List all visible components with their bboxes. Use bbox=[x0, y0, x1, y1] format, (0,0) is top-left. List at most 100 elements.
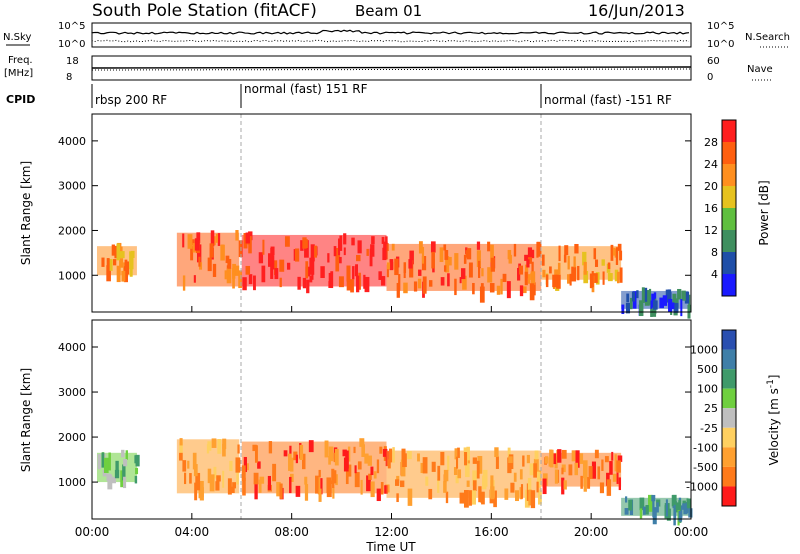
echo-pixel bbox=[122, 464, 126, 481]
echo-pixel bbox=[118, 246, 123, 253]
echo-pixel bbox=[289, 476, 292, 494]
echo-pixel bbox=[624, 508, 629, 515]
echo-pixel bbox=[429, 280, 433, 287]
echo-pixel bbox=[510, 482, 515, 493]
echo-pixel bbox=[568, 464, 573, 476]
echo-pixel bbox=[476, 250, 481, 268]
echo-pixel bbox=[360, 479, 363, 495]
echo-pixel bbox=[472, 470, 477, 486]
echo-pixel bbox=[209, 474, 215, 492]
echo-pixel bbox=[644, 290, 650, 306]
power-colorbar-tick-label: 8 bbox=[711, 246, 718, 259]
echo-pixel bbox=[425, 476, 429, 486]
x-axis-label: Time UT bbox=[365, 540, 416, 554]
echo-pixel bbox=[106, 473, 111, 482]
power-colorbar-swatch bbox=[722, 208, 736, 230]
echo-pixel bbox=[108, 452, 111, 471]
echo-pixel bbox=[506, 281, 511, 299]
echo-pixel bbox=[471, 490, 476, 505]
echo-pixel bbox=[476, 241, 481, 250]
echo-pixel bbox=[370, 481, 375, 498]
echo-pixel bbox=[533, 463, 537, 478]
echo-pixel bbox=[500, 278, 503, 295]
echo-pixel bbox=[248, 236, 252, 254]
echo-pixel bbox=[407, 451, 412, 460]
echo-pixel bbox=[527, 477, 532, 490]
echo-pixel bbox=[552, 274, 558, 288]
echo-pixel bbox=[656, 502, 659, 513]
echo-pixel bbox=[616, 271, 620, 284]
echo-pixel bbox=[101, 257, 105, 267]
echo-pixel bbox=[463, 254, 467, 264]
echo-pixel bbox=[332, 487, 335, 499]
echo-pixel bbox=[338, 276, 344, 288]
echo-pixel bbox=[537, 489, 542, 505]
echo-pixel bbox=[531, 261, 534, 274]
echo-pixel bbox=[564, 245, 569, 256]
echo-pixel bbox=[309, 275, 313, 283]
echo-pixel bbox=[403, 264, 406, 279]
velocity-colorbar-tick-label: -1000 bbox=[686, 480, 718, 493]
echo-pixel bbox=[284, 236, 290, 247]
nsky-label: N.Sky bbox=[3, 32, 31, 43]
echo-pixel bbox=[236, 471, 239, 485]
echo-pixel bbox=[332, 473, 335, 488]
echo-pixel bbox=[513, 243, 517, 257]
power-colorbar-swatch bbox=[722, 186, 736, 208]
echo-pixel bbox=[302, 277, 307, 289]
echo-pixel bbox=[238, 270, 242, 289]
nsky-line bbox=[91, 29, 690, 35]
power-colorbar-swatch bbox=[722, 120, 736, 142]
echo-pixel bbox=[642, 506, 646, 515]
echo-pixel bbox=[557, 262, 561, 275]
velocity-colorbar-swatch bbox=[722, 408, 736, 428]
power-colorbar-tick-label: 16 bbox=[704, 202, 718, 215]
echo-pixel bbox=[383, 249, 388, 258]
echo-pixel bbox=[593, 273, 598, 283]
velocity-colorbar-swatch bbox=[722, 466, 736, 487]
echo-pixel bbox=[477, 250, 481, 258]
echo-pixel bbox=[519, 469, 523, 480]
echo-pixel bbox=[345, 450, 349, 469]
echo-pixel bbox=[583, 261, 587, 275]
echo-pixel bbox=[217, 439, 222, 454]
nave-tick-top: 60 bbox=[707, 56, 720, 67]
power-colorbar-swatch bbox=[722, 252, 736, 274]
echo-pixel bbox=[447, 256, 452, 266]
echo-pixel bbox=[286, 262, 291, 270]
echo-pixel bbox=[354, 472, 360, 488]
echo-pixel bbox=[465, 459, 470, 478]
echo-pixel bbox=[320, 478, 323, 495]
freq-tick-top: 18 bbox=[66, 56, 79, 67]
echo-pixel bbox=[222, 438, 227, 450]
echo-pixel bbox=[272, 463, 277, 482]
echo-pixel bbox=[666, 508, 671, 521]
echo-pixel bbox=[379, 446, 383, 454]
echo-pixel bbox=[189, 473, 192, 484]
echo-pixel bbox=[400, 459, 406, 477]
echo-pixel bbox=[192, 452, 197, 470]
echo-pixel bbox=[318, 469, 321, 478]
echo-pixel bbox=[112, 259, 117, 266]
power-colorbar-tick-label: 28 bbox=[704, 136, 718, 149]
echo-pixel bbox=[563, 480, 567, 490]
echo-pixel bbox=[258, 252, 264, 264]
echo-pixel bbox=[527, 257, 532, 264]
echo-pixel bbox=[235, 457, 241, 473]
echo-pixel bbox=[456, 456, 459, 469]
cpid-segment-1: rbsp 200 RF bbox=[95, 93, 167, 107]
echo-pixel bbox=[403, 282, 408, 294]
echo-pixel bbox=[527, 274, 531, 284]
echo-pixel bbox=[673, 508, 676, 526]
echo-pixel bbox=[606, 472, 610, 486]
echo-pixel bbox=[101, 452, 105, 468]
echo-pixel bbox=[270, 246, 275, 256]
echo-pixel bbox=[439, 247, 444, 263]
echo-pixel bbox=[124, 259, 128, 271]
echo-pixel bbox=[354, 465, 357, 474]
velocity-colorbar-tick-label: -100 bbox=[693, 441, 718, 454]
echo-pixel bbox=[384, 485, 388, 494]
echo-pixel bbox=[373, 471, 377, 479]
echo-pixel bbox=[346, 265, 351, 282]
echo-pixel bbox=[272, 255, 275, 270]
